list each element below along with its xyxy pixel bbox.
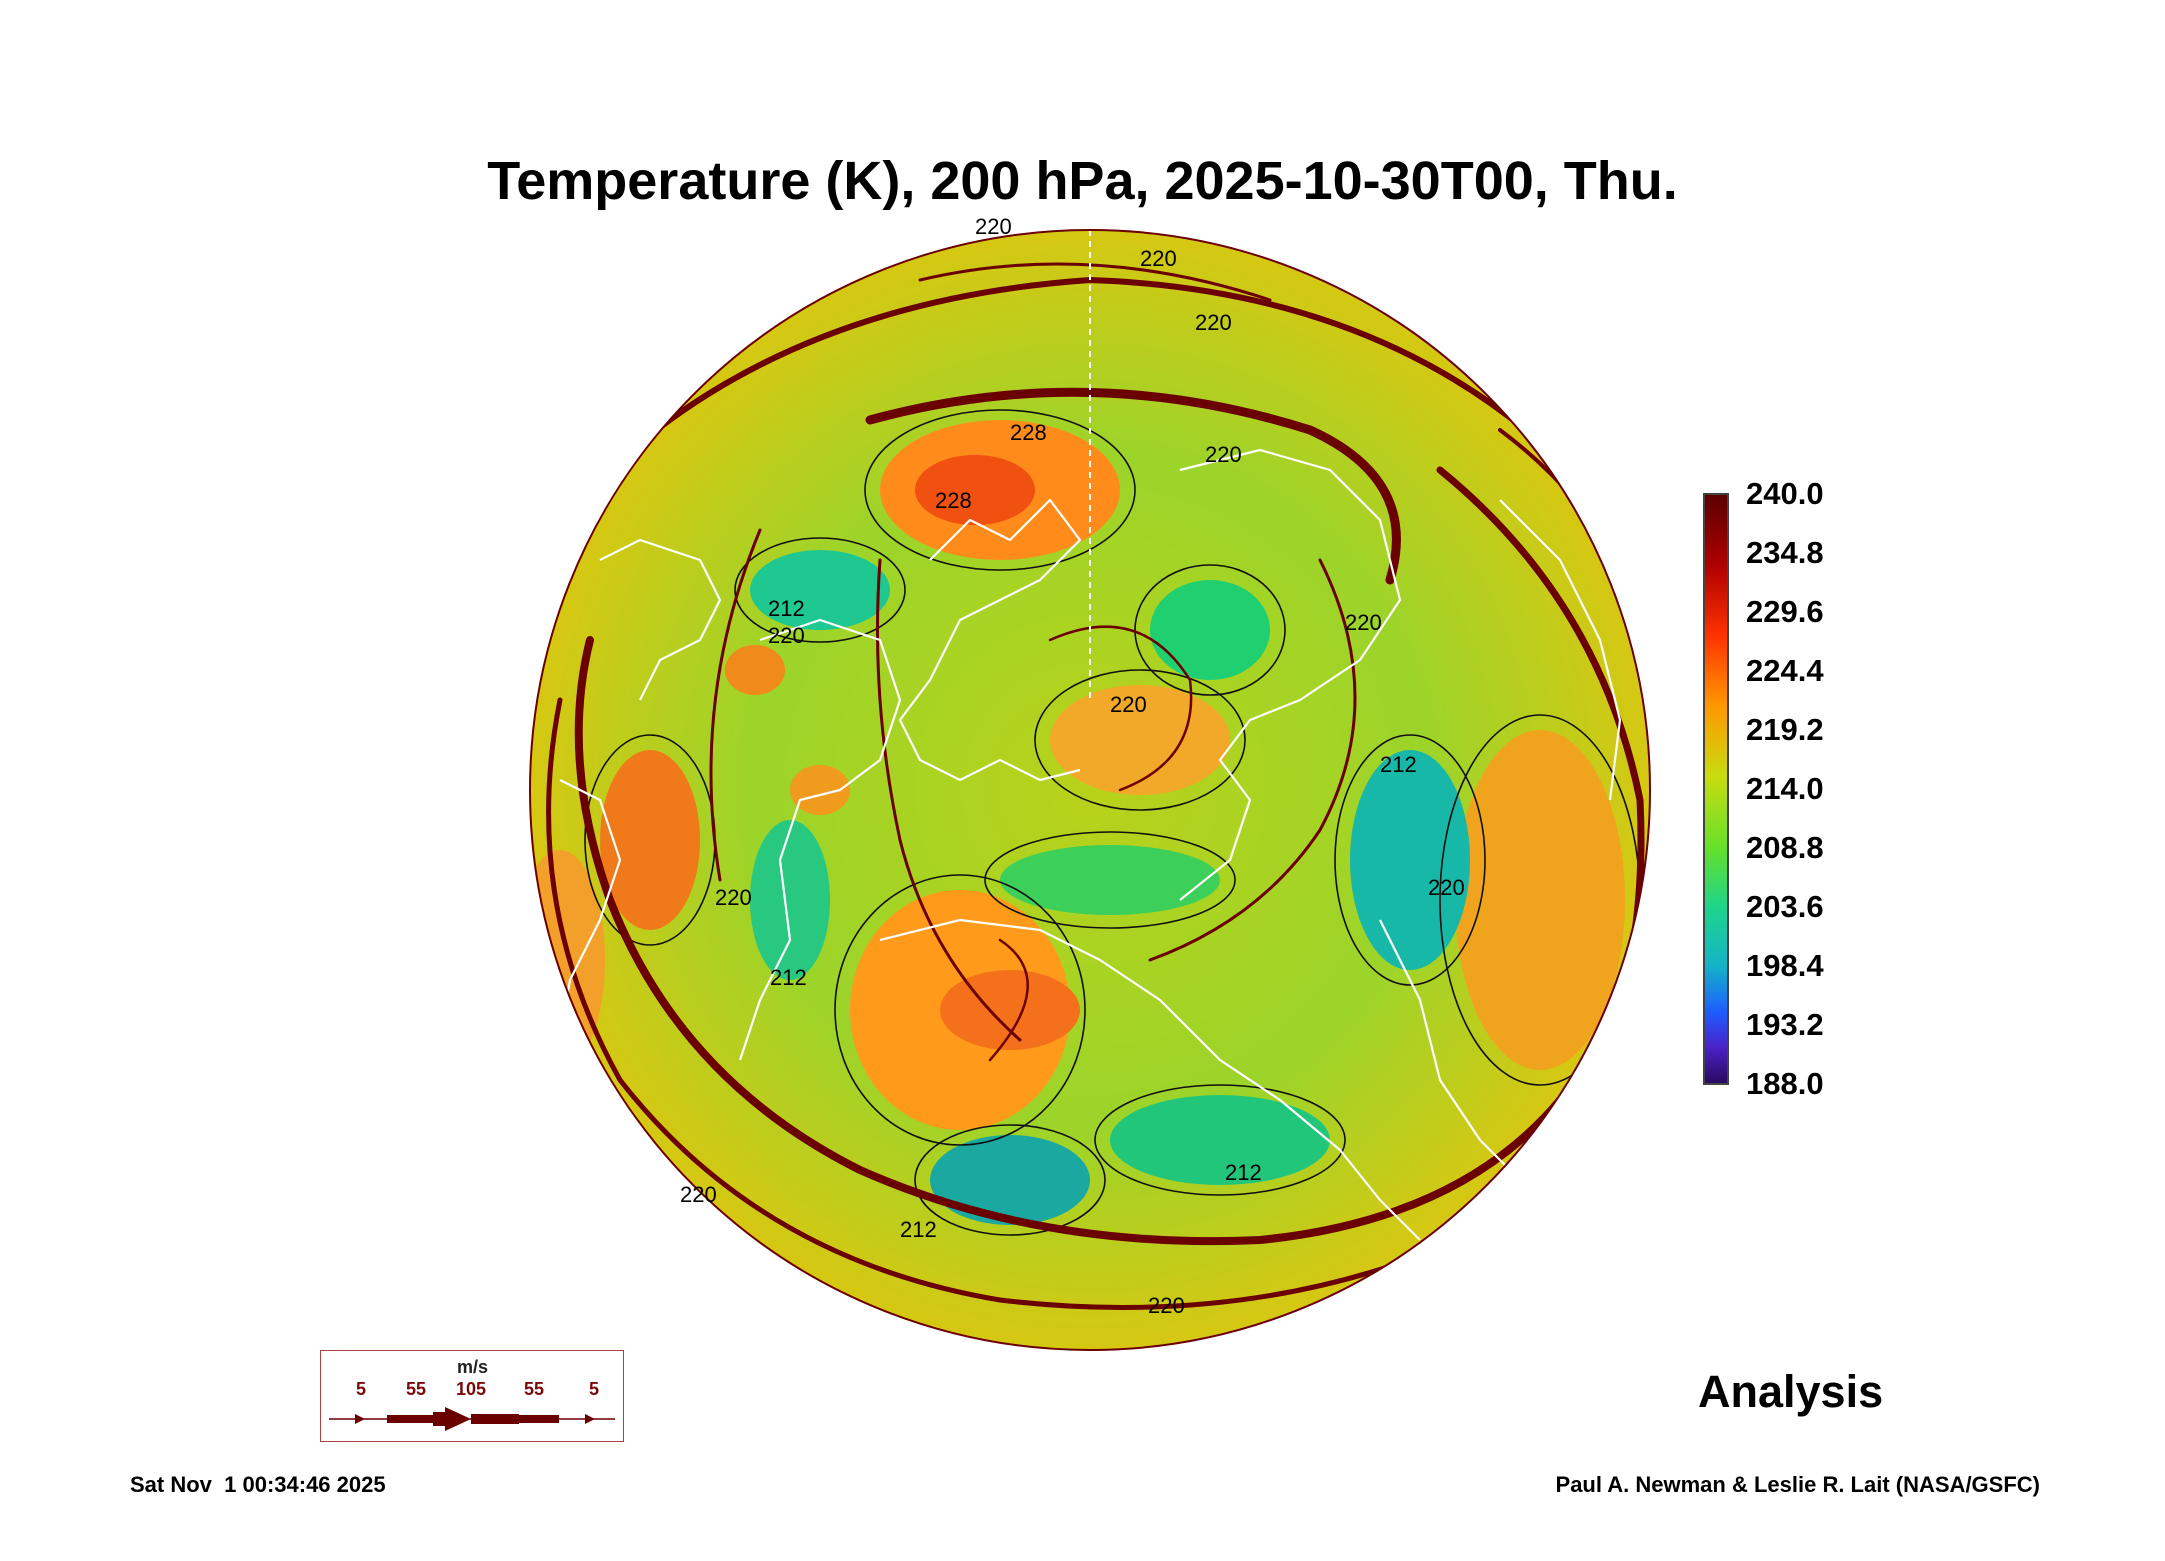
cold-region: [1350, 750, 1470, 970]
coastline: [898, 498, 1082, 782]
contour-label: 212: [900, 1217, 937, 1242]
streamline: [865, 387, 1401, 585]
contour-label: 220: [1140, 246, 1177, 271]
cold-region: [1150, 580, 1270, 680]
colorbar-label: 188.0: [1746, 1066, 1824, 1101]
legend-value: 55: [406, 1379, 427, 1399]
contour-label: 212: [770, 965, 807, 990]
contour-label: 220: [768, 623, 805, 648]
isotherms: [584, 409, 1641, 1236]
colorbar-label: 224.4: [1746, 653, 1824, 688]
coastline: [738, 618, 902, 1061]
colorbar-label: 234.8: [1746, 535, 1824, 570]
coastline: [1179, 448, 1402, 901]
colorbar-label: 219.2: [1746, 712, 1824, 747]
contour-label: 220: [1428, 875, 1465, 900]
warm-region: [915, 455, 1035, 525]
contour-label: 220: [1148, 1293, 1185, 1318]
generation-timestamp: Sat Nov 1 00:34:46 2025: [130, 1472, 386, 1497]
isotherm: [734, 537, 906, 643]
cold-region: [750, 820, 830, 980]
contour-label: 220: [715, 885, 752, 910]
legend-value: 105: [456, 1379, 487, 1399]
legend-unit: m/s: [457, 1357, 489, 1377]
streamline: [546, 697, 1463, 1310]
warm-region: [600, 750, 700, 930]
coastline: [1499, 499, 1622, 801]
isotherm: [864, 409, 1136, 571]
warm-region: [725, 645, 785, 695]
map-border: [529, 229, 1651, 1351]
contour-label: 220: [1205, 442, 1242, 467]
analysis-label: Analysis: [1698, 1366, 1884, 1417]
contour-label: 228: [935, 488, 972, 513]
warm-region: [530, 850, 605, 1070]
streamline: [988, 938, 1029, 1062]
cold-region: [1000, 845, 1220, 915]
legend-value: 5: [589, 1379, 600, 1399]
cold-region: [750, 550, 890, 630]
colorbar-label: 240.0: [1746, 476, 1824, 511]
isotherm: [834, 874, 1086, 1146]
streamline: [709, 528, 762, 882]
coastline: [879, 918, 1421, 1241]
cold-region: [930, 1135, 1090, 1225]
streamline: [1048, 625, 1193, 792]
coastline: [599, 538, 722, 701]
contour-label: 220: [680, 1182, 717, 1207]
legend-arrow-graphic: [329, 1407, 615, 1431]
contour-label: 220: [1195, 310, 1232, 335]
warm-region: [940, 970, 1080, 1050]
colorbar-label: 208.8: [1746, 830, 1824, 865]
author-credit: Paul A. Newman & Leslie R. Lait (NASA/GS…: [1555, 1472, 2040, 1497]
isotherm: [1034, 669, 1246, 811]
streamline: [574, 636, 1564, 1246]
cold-region: [1110, 1095, 1330, 1185]
streamline: [918, 262, 1272, 302]
colorbar-label: 214.0: [1746, 771, 1824, 806]
wind-speed-legend: m/s 5 55 105 55 5: [320, 1350, 624, 1442]
temperature-colorbar: [1703, 493, 1729, 1085]
isotherm: [1134, 564, 1286, 696]
map-title: Temperature (K), 200 hPa, 2025-10-30T00,…: [487, 151, 1678, 211]
contour-label: 220: [975, 214, 1012, 239]
colorbar-label: 193.2: [1746, 1007, 1824, 1042]
legend-value: 55: [524, 1379, 545, 1399]
warm-region: [1455, 730, 1625, 1070]
map-disk: [530, 230, 1650, 1350]
coastline: [558, 779, 622, 1041]
coastline: [1379, 919, 1521, 1181]
isotherm: [1334, 734, 1486, 986]
contour-label: 220: [1345, 610, 1382, 635]
warm-region: [1050, 685, 1230, 795]
warm-region: [790, 765, 850, 815]
coastlines: [558, 448, 1622, 1241]
colorbar-label: 203.6: [1746, 889, 1824, 924]
legend-value: 5: [356, 1379, 367, 1399]
contour-label: 212: [1380, 752, 1417, 777]
colorbar-label: 198.4: [1746, 948, 1824, 983]
contour-label: 212: [768, 596, 805, 621]
isotherm: [914, 1124, 1106, 1236]
isotherm: [984, 831, 1236, 929]
colorbar-label: 229.6: [1746, 594, 1824, 629]
streamline: [876, 558, 1022, 1042]
streamline: [1148, 558, 1357, 962]
isotherm: [1094, 1084, 1346, 1196]
contour-label: 212: [1225, 1160, 1262, 1185]
contour-label: 220: [1110, 692, 1147, 717]
contour-label: 228: [1010, 420, 1047, 445]
contour-labels: 220 220 220 228 220 228 212 220 220 220 …: [680, 214, 1465, 1318]
